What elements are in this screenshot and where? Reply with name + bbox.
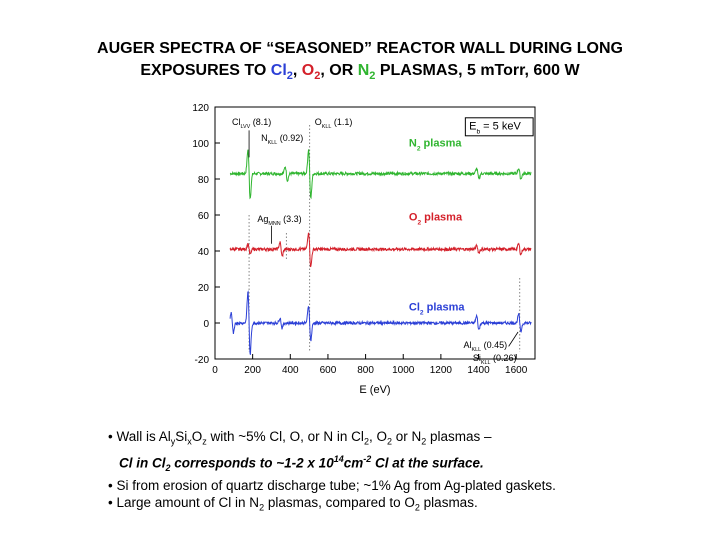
title-o-text: O — [301, 62, 315, 79]
title-cl-text: Cl — [270, 62, 287, 79]
peak-annotation: AlKLL (0.45) — [463, 340, 507, 353]
beam-energy-box — [464, 117, 534, 137]
title-text: EXPOSURES TO — [140, 62, 271, 79]
y-tick-label: 60 — [198, 211, 210, 222]
note-si-ag-source: • Si from erosion of quartz discharge tu… — [108, 477, 556, 493]
plot-frame — [214, 106, 536, 360]
x-axis-label: E (eV) — [359, 384, 390, 396]
title-sep: , — [292, 62, 302, 79]
peak-annotation: AgMNN (3.3) — [257, 214, 301, 227]
note-wall-composition: • Wall is AlySixOz with ~5% Cl, O, or N … — [108, 429, 492, 447]
y-tick-label: 80 — [198, 175, 210, 186]
y-tick-label: 40 — [198, 247, 210, 258]
x-tick-label: 1400 — [467, 365, 490, 376]
title-n-text: N — [357, 62, 370, 79]
series-label: N2 plasma — [409, 138, 462, 153]
title-sep: , OR — [320, 62, 358, 79]
y-tick-label: 20 — [198, 283, 210, 294]
y-tick-label: -20 — [195, 355, 210, 366]
x-tick-label: 800 — [357, 365, 374, 376]
series-label: Cl2 plasma — [409, 301, 466, 316]
title-line-1: AUGER SPECTRA OF “SEASONED” REACTOR WALL… — [97, 40, 623, 57]
spectrum-line-3 — [229, 290, 532, 355]
auger-spectra-chart: 0 200 400 600 800 1000 1200 1400 1600-2002040608… — [192, 103, 536, 396]
x-tick-label: 200 — [244, 365, 261, 376]
spectrum-line-1 — [229, 149, 532, 200]
title-line-2: EXPOSURES TO Cl2, O2, OR N2 PLASMAS, 5 m… — [0, 60, 720, 87]
x-tick-label: 1600 — [505, 365, 528, 376]
x-tick-label: 0 — [212, 365, 218, 376]
spectrum-line-2 — [229, 232, 532, 268]
note-cl-coverage: Cl in Cl2 corresponds to ~1-2 x 1014cm-2… — [119, 453, 484, 473]
peak-annotation: OKLL (1.1) — [315, 117, 353, 130]
title-cl: Cl2 — [270, 62, 293, 83]
annotation-arrow — [508, 331, 519, 347]
title-n: N2 — [357, 62, 376, 83]
title-o-sub: 2 — [314, 70, 321, 83]
title-n-sub: 2 — [369, 70, 376, 83]
notes: • Wall is AlySixOz with ~5% Cl, O, or N … — [108, 428, 708, 517]
peak-annotation: SiKLL (0.26) — [473, 353, 517, 366]
y-tick-label: 0 — [203, 319, 209, 330]
x-tick-label: 1000 — [392, 365, 415, 376]
beam-energy-label: Eb = 5 keV — [469, 121, 521, 136]
x-tick-label: 400 — [282, 365, 299, 376]
title-o: O2 — [301, 62, 321, 83]
peak-annotation: NKLL (0.92) — [261, 133, 303, 146]
x-tick-label: 1200 — [430, 365, 453, 376]
y-tick-label: 120 — [192, 103, 209, 114]
y-tick-label: 100 — [192, 139, 209, 150]
title-text: PLASMAS, 5 mTorr, 600 W — [375, 62, 580, 79]
note-cl-in-n2: • Large amount of Cl in N2 plasmas, comp… — [108, 494, 478, 513]
title-cl-sub: 2 — [286, 70, 293, 83]
series-label: O2 plasma — [409, 211, 463, 226]
page-title: AUGER SPECTRA OF “SEASONED” REACTOR WALL… — [0, 38, 720, 87]
peak-annotation: ClLVV (8.1) — [232, 117, 271, 130]
x-tick-label: 600 — [320, 365, 337, 376]
